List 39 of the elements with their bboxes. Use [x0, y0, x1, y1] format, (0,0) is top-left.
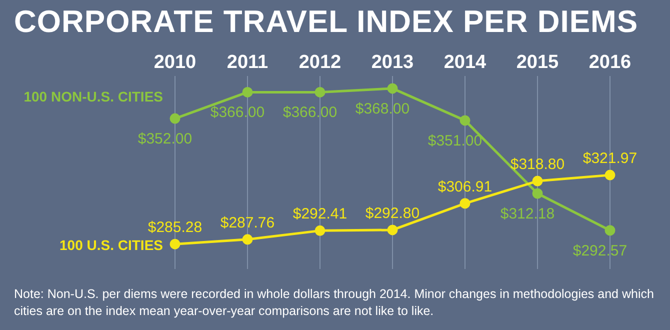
- point: [314, 86, 326, 98]
- data-label: $306.91: [438, 178, 492, 196]
- point: [387, 224, 398, 236]
- data-label: $312.18: [500, 205, 555, 222]
- x-tick-label: 2012: [298, 52, 342, 73]
- point: [532, 176, 543, 186]
- text: Note: Non-U.S. per diems were recorded in whole dollars through 2014. Minor changes in methodologies and which cities are on the index mean year-over-year comparisons are not like to like.: [14, 286, 655, 320]
- point: [460, 198, 470, 209]
- point: [604, 170, 616, 180]
- data-label: $321.97: [582, 150, 638, 168]
- point: [604, 225, 616, 236]
- data-label: $292.57: [572, 242, 628, 260]
- data-label: $366.00: [282, 104, 338, 122]
- point: [170, 238, 180, 250]
- x-tick-label: 2016: [588, 52, 632, 73]
- data-label: $292.41: [292, 206, 348, 223]
- x-tick-label: 2011: [226, 52, 269, 73]
- series-label: 100 NON-U.S. CITIES: [24, 88, 163, 105]
- chart-title: CORPORATE TRAVEL INDEX PER DIEMS: [14, 4, 638, 40]
- point: [532, 188, 543, 199]
- data-label: $352.00: [138, 130, 192, 148]
- data-label: $285.28: [148, 219, 202, 236]
- data-label: $351.00: [428, 132, 482, 150]
- series-label: 100 U.S. CITIES: [60, 237, 163, 254]
- point: [387, 83, 398, 94]
- point: [460, 115, 470, 126]
- x-tick-label: 2010: [154, 52, 196, 73]
- point: [242, 234, 253, 245]
- x-tick-label: 2014: [444, 52, 487, 73]
- data-label: $287.76: [220, 214, 275, 232]
- data-label: $292.80: [365, 204, 420, 222]
- x-tick-label: 2013: [371, 52, 414, 73]
- point: [170, 113, 180, 124]
- point: [314, 225, 326, 236]
- x-tick-label: 2015: [516, 52, 560, 73]
- data-label: $318.80: [510, 156, 565, 174]
- point: [242, 86, 253, 98]
- data-label: $366.00: [210, 104, 265, 122]
- data-label: $368.00: [355, 100, 410, 118]
